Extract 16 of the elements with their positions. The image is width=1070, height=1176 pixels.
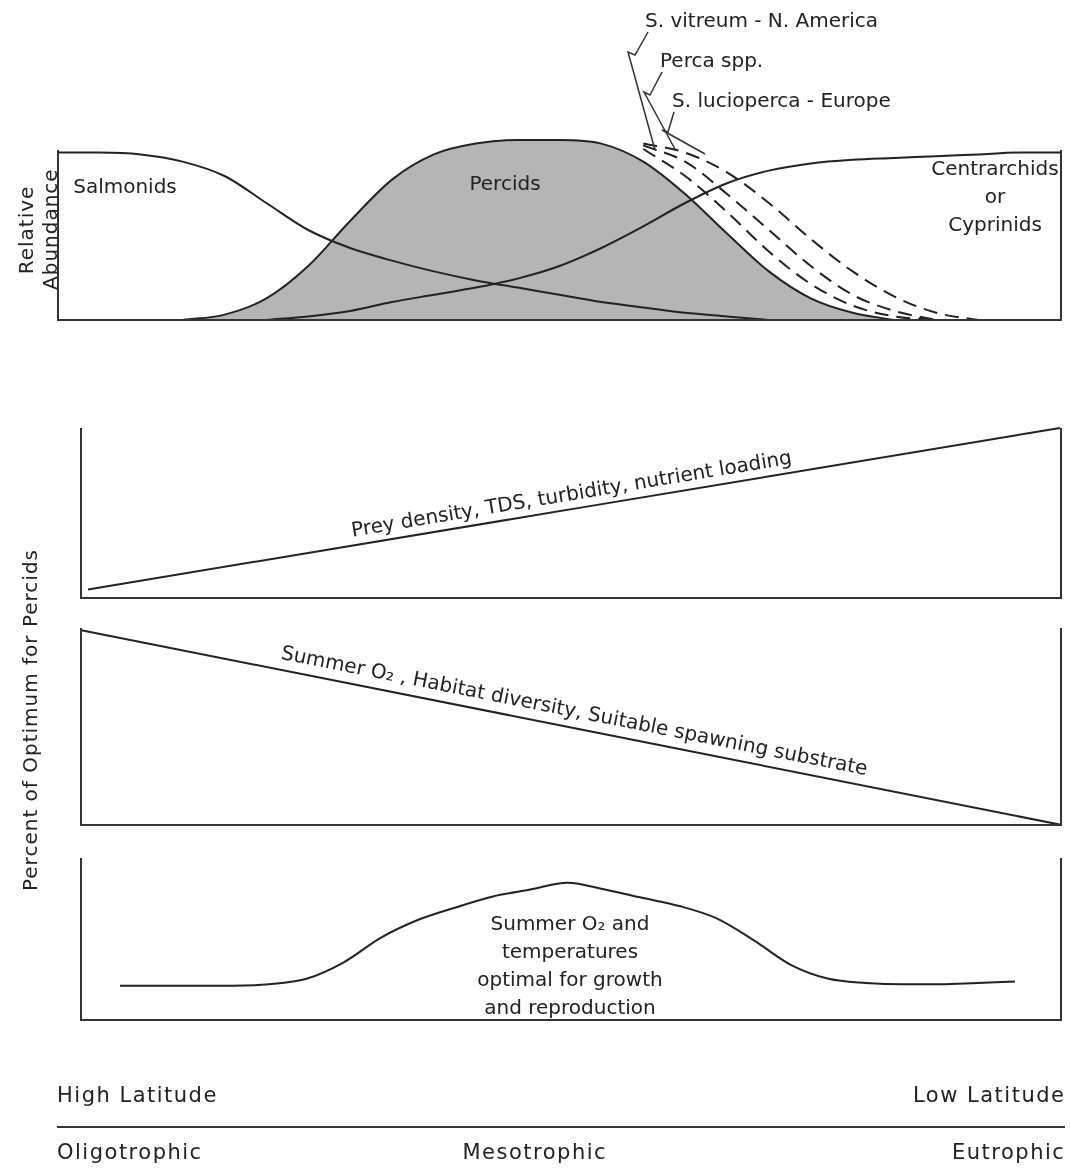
y-axis-title: Relative Abundance — [14, 168, 62, 290]
text: Mesotrophic — [462, 1140, 608, 1164]
text: Oligotrophic — [57, 1140, 203, 1164]
text: S. vitreum - N. America — [645, 8, 878, 33]
text: Perca spp. — [660, 48, 764, 73]
series-label: S. lucioperca - Europe — [672, 88, 891, 113]
text: Low Latitude — [913, 1083, 1066, 1107]
series-label: Summer O₂ and temperatures optimal for growth and reproduction — [477, 911, 663, 1020]
series-label: Salmonids — [73, 174, 177, 199]
y-axis-title: Percent of Optimum for Percids — [18, 548, 42, 894]
text: Eutrophic — [952, 1140, 1066, 1164]
text: High Latitude — [57, 1083, 218, 1107]
series-label: Centrarchids or Cyprinids — [931, 156, 1059, 237]
text: Summer O₂ , Habitat diversity, Suitable spawning substrate — [279, 640, 870, 780]
series-label: Percids — [469, 171, 541, 196]
text: Prey density, TDS, turbidity, nutrient loading — [349, 444, 794, 542]
